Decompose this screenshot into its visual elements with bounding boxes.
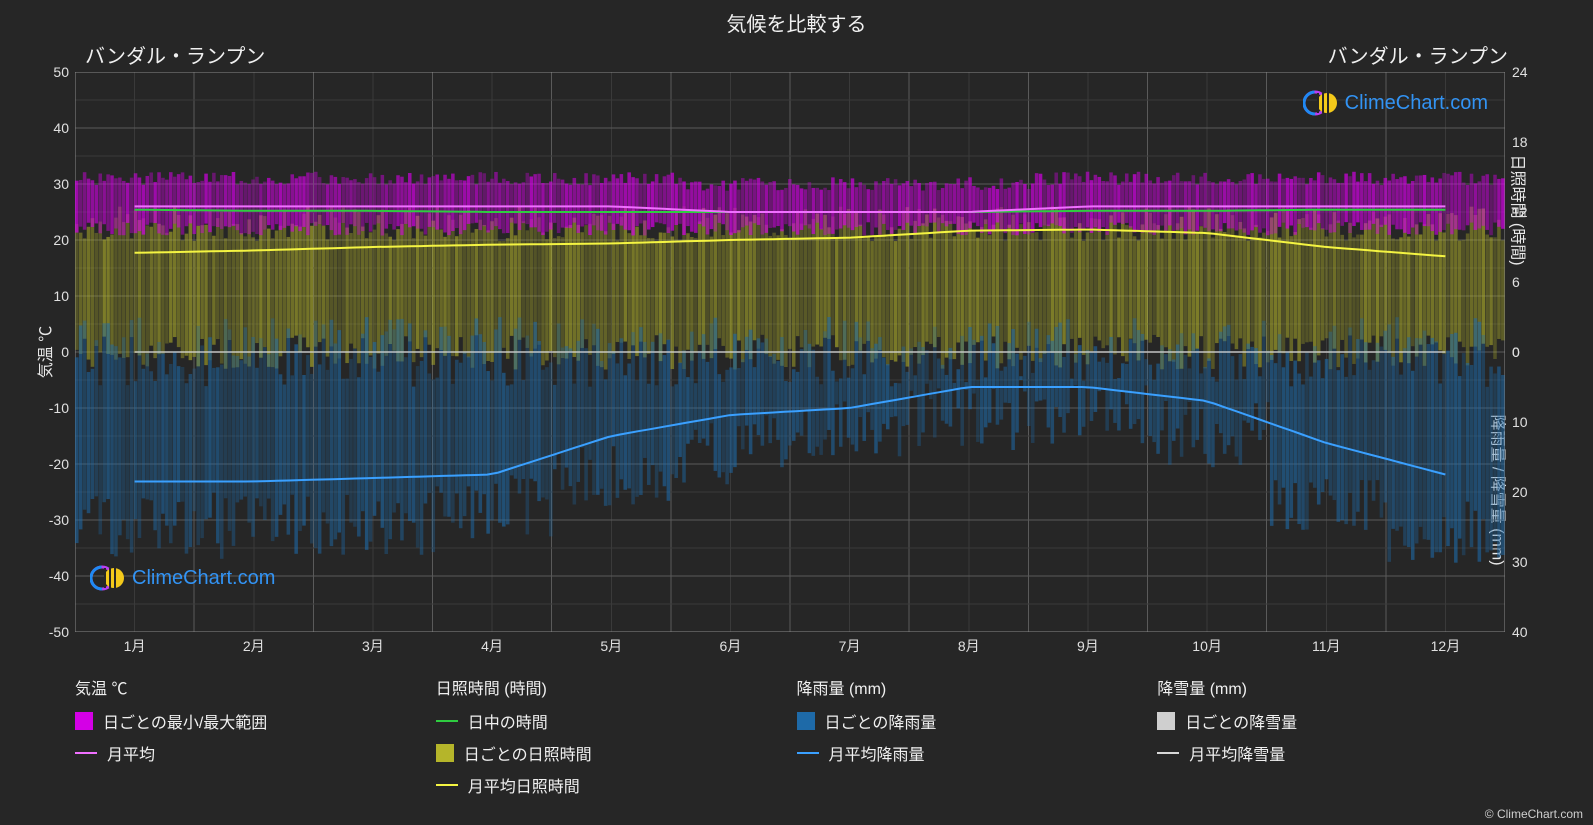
figure-root: 気候を比較する バンダル・ランプン バンダル・ランプン 気温 ℃ 日照時間 (時… [0,0,1593,825]
legend-header: 降雨量 (mm) [797,675,1150,699]
legend-col: 気温 ℃ 日ごとの最小/最大範囲月平均 [75,675,436,805]
chart-title: 気候を比較する [0,8,1593,37]
legend-label: 月平均日照時間 [468,773,580,797]
ytick-left: 30 [19,176,69,192]
legend-header: 降雪量 (mm) [1157,675,1510,699]
ytick-right-mm: 20 [1512,484,1562,500]
legend-label: 日ごとの最小/最大範囲 [103,709,267,733]
watermark-text: ClimeChart.com [1345,92,1488,115]
xtick-month: 8月 [958,636,980,656]
legend-label: 月平均降雪量 [1189,741,1285,765]
legend-col: 日照時間 (時間) 日中の時間日ごとの日照時間月平均日照時間 [436,675,797,805]
ytick-right-mm: 10 [1512,414,1562,430]
legend-swatch-line [1157,752,1179,754]
legend-col: 降雨量 (mm) 日ごとの降雨量月平均降雨量 [797,675,1158,805]
location-right: バンダル・ランプン [1328,40,1508,69]
xtick-month: 4月 [481,636,503,656]
legend-label: 日ごとの日照時間 [464,741,592,765]
ytick-right-hours: 18 [1512,134,1562,150]
ytick-left: -20 [19,456,69,472]
ytick-right-mm: 0 [1512,344,1562,360]
xtick-month: 7月 [839,636,861,656]
plot-area [75,72,1505,632]
legend-label: 日中の時間 [468,709,548,733]
xtick-month: 3月 [362,636,384,656]
legend-swatch-box [436,744,454,762]
legend-item: 月平均降雪量 [1157,741,1510,765]
ytick-right-hours: 12 [1512,204,1562,220]
legend-item: 月平均 [75,741,428,765]
legend-col: 降雪量 (mm) 日ごとの降雪量月平均降雪量 [1157,675,1518,805]
legend: 気温 ℃ 日ごとの最小/最大範囲月平均 日照時間 (時間) 日中の時間日ごとの日照時間… [75,675,1518,805]
ytick-left: -10 [19,400,69,416]
legend-swatch-line [436,720,458,722]
watermark-bottom: ClimeChart.com [90,560,275,596]
legend-item: 日ごとの日照時間 [436,741,789,765]
legend-swatch-box [75,712,93,730]
legend-header: 気温 ℃ [75,675,428,699]
legend-swatch-line [436,784,458,786]
xtick-month: 1月 [124,636,146,656]
climechart-icon [1303,85,1339,121]
xtick-month: 12月 [1431,636,1461,656]
watermark-text: ClimeChart.com [132,567,275,590]
ytick-left: -40 [19,568,69,584]
xtick-month: 5月 [600,636,622,656]
ytick-left: -50 [19,624,69,640]
legend-item: 月平均降雨量 [797,741,1150,765]
ytick-right-mm: 30 [1512,554,1562,570]
legend-swatch-box [797,712,815,730]
legend-header: 日照時間 (時間) [436,675,789,699]
xtick-month: 6月 [720,636,742,656]
xtick-month: 2月 [243,636,265,656]
xtick-month: 10月 [1192,636,1222,656]
xtick-month: 9月 [1077,636,1099,656]
location-left: バンダル・ランプン [85,40,265,69]
legend-label: 月平均 [107,741,155,765]
legend-swatch-line [797,752,819,754]
legend-label: 日ごとの降雪量 [1185,709,1297,733]
xtick-month: 11月 [1312,636,1341,656]
watermark-top: ClimeChart.com [1303,85,1488,121]
legend-label: 日ごとの降雨量 [825,709,937,733]
legend-item: 日中の時間 [436,709,789,733]
climechart-icon [90,560,126,596]
ytick-right-hours: 6 [1512,274,1562,290]
legend-item: 月平均日照時間 [436,773,789,797]
ytick-left: 0 [19,344,69,360]
ytick-right-hours: 24 [1512,64,1562,80]
ytick-left: 40 [19,120,69,136]
legend-swatch-box [1157,712,1175,730]
legend-item: 日ごとの降雨量 [797,709,1150,733]
legend-item: 日ごとの降雪量 [1157,709,1510,733]
ytick-left: 10 [19,288,69,304]
ytick-left: 20 [19,232,69,248]
copyright: © ClimeChart.com [1485,807,1583,821]
legend-label: 月平均降雨量 [829,741,925,765]
ytick-left: 50 [19,64,69,80]
legend-item: 日ごとの最小/最大範囲 [75,709,428,733]
ytick-left: -30 [19,512,69,528]
ytick-right-mm: 40 [1512,624,1562,640]
legend-swatch-line [75,752,97,754]
